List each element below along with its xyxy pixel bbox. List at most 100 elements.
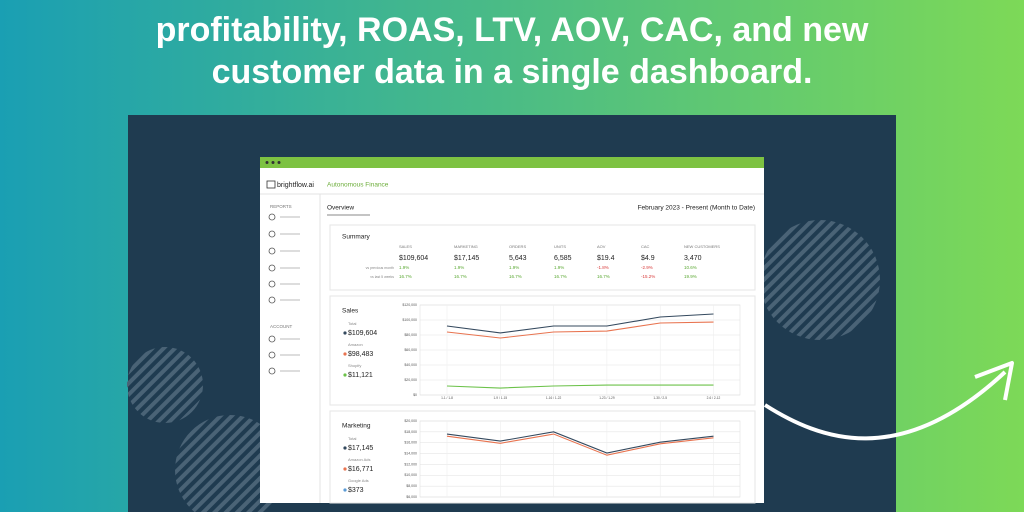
metric-value: $4.9 — [641, 255, 655, 262]
nav-icon — [268, 351, 276, 359]
legend-label: Total — [348, 321, 357, 326]
title-bar — [260, 157, 764, 168]
metric-change: 1.9% — [554, 265, 564, 270]
x-tick-label: 1-9 / 1-15 — [493, 396, 507, 400]
metric-label: UNITS — [554, 244, 566, 249]
arrow — [763, 370, 1007, 441]
x-tick-label: 1-23 / 1-29 — [599, 396, 615, 400]
metric-label: NEW CUSTOMERS — [684, 244, 720, 249]
y-tick-label: $60,000 — [404, 348, 417, 352]
legend-dot — [343, 446, 347, 450]
decor — [175, 415, 285, 512]
y-tick-label: $120,000 — [402, 303, 417, 307]
y-tick-label: $18,000 — [404, 430, 417, 434]
legend-dot — [343, 467, 347, 471]
metric-label: SALES — [399, 244, 412, 249]
y-tick-label: $8,000 — [406, 484, 417, 488]
metric-label: MARKETING — [454, 244, 478, 249]
headline: customer data in a single dashboard. — [212, 53, 813, 91]
legend-total: $16,771 — [348, 466, 373, 473]
metric-change: 16.7% — [597, 274, 610, 279]
y-tick-label: $10,000 — [404, 473, 417, 477]
nav-icon — [268, 335, 276, 343]
legend-label: Amazon Ads — [348, 457, 370, 462]
metric-change: 16.7% — [399, 274, 412, 279]
y-tick-label: $14,000 — [404, 451, 417, 455]
y-tick-label: $40,000 — [404, 363, 417, 367]
legend-dot — [343, 352, 347, 356]
metric-label: CAC — [641, 244, 650, 249]
nav-icon — [268, 213, 276, 221]
legend-total: $373 — [348, 487, 364, 494]
tab[interactable]: Overview — [327, 205, 354, 212]
legend-total: $109,604 — [348, 330, 377, 337]
card-title: Sales — [342, 308, 359, 315]
brand: brightflow.ai — [277, 182, 314, 189]
date-range[interactable]: February 2023 - Present (Month to Date) — [638, 205, 755, 212]
metric-value: 5,643 — [509, 255, 527, 262]
metric-value: $109,604 — [399, 255, 428, 262]
nav-icon — [268, 264, 276, 272]
metric-change: -1.8% — [597, 265, 609, 270]
row-label: vs last 5 weeks — [370, 275, 394, 279]
x-tick-label: 1-30 / 2-5 — [653, 396, 667, 400]
legend-dot — [343, 373, 347, 377]
legend-total: $98,483 — [348, 351, 373, 358]
decor — [127, 347, 203, 423]
y-tick-label: $20,000 — [404, 378, 417, 382]
series-line — [446, 313, 714, 334]
legend-total: $17,145 — [348, 445, 373, 452]
y-tick-label: $12,000 — [404, 462, 417, 466]
y-tick-label: $20,000 — [404, 419, 417, 423]
section-label: ACCOUNT — [270, 324, 293, 329]
window-dot — [271, 161, 275, 164]
metric-change: -15.2% — [641, 274, 655, 279]
legend-total: $11,121 — [348, 372, 373, 379]
logo-icon — [266, 180, 276, 189]
series-line — [446, 384, 714, 389]
metric-change: 16.7% — [509, 274, 522, 279]
nav-icon — [268, 247, 276, 255]
metric-value: 6,585 — [554, 255, 572, 262]
arrow-head — [974, 361, 1014, 401]
app-subtitle: Autonomous Finance — [327, 182, 389, 189]
series-line — [446, 431, 714, 454]
x-tick-label: 1-16 / 1-22 — [546, 396, 562, 400]
plot-frame — [419, 420, 741, 498]
y-tick-label: $0 — [413, 393, 417, 397]
y-tick-label: $16,000 — [404, 441, 417, 445]
nav-icon — [268, 296, 276, 304]
metric-change: 1.9% — [399, 265, 409, 270]
series-line — [446, 433, 714, 456]
metric-change: 16.7% — [454, 274, 467, 279]
card-title: Marketing — [342, 423, 371, 430]
y-tick-label: $6,000 — [406, 495, 417, 499]
y-tick-label: $80,000 — [404, 333, 417, 337]
card-title: Summary — [342, 234, 371, 241]
row-label: vs previous month — [366, 266, 394, 270]
metric-change: -2.9% — [641, 265, 653, 270]
legend-dot — [343, 331, 347, 335]
window-dot — [265, 161, 269, 164]
metric-label: ORDERS — [509, 244, 526, 249]
y-tick-label: $100,000 — [402, 318, 417, 322]
metric-change: 16.7% — [554, 274, 567, 279]
legend-label: Google Ads — [348, 478, 369, 483]
headline: profitability, ROAS, LTV, AOV, CAC, and … — [156, 11, 869, 49]
decor — [760, 220, 880, 340]
window-dot — [277, 161, 281, 164]
x-tick-label: 2-6 / 2-12 — [707, 396, 721, 400]
section-label: REPORTS — [270, 204, 292, 209]
metric-value: 3,470 — [684, 255, 702, 262]
x-tick-label: 1-1 / 1-8 — [441, 396, 453, 400]
nav-icon — [268, 230, 276, 238]
nav-icon — [268, 367, 276, 375]
metric-change: 1.9% — [454, 265, 464, 270]
series-line — [446, 321, 714, 339]
nav-icon — [268, 280, 276, 288]
metric-label: AOV — [597, 244, 606, 249]
metric-value: $19.4 — [597, 255, 615, 262]
metric-change: 1.9% — [509, 265, 519, 270]
summary-card — [329, 224, 756, 291]
